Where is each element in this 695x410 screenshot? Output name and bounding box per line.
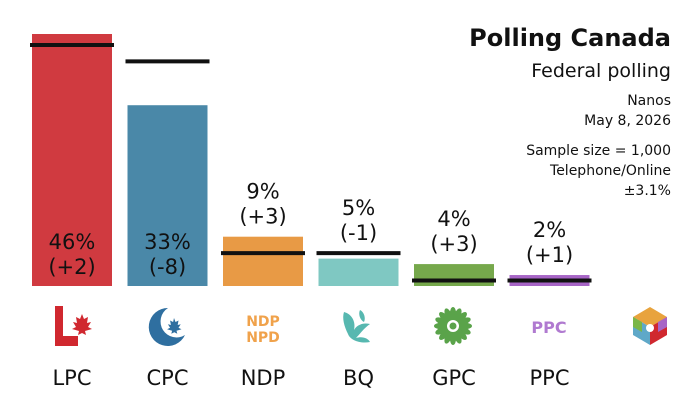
change-label-bq: (-1)	[340, 221, 377, 245]
lpc-logo-icon	[55, 306, 92, 346]
party-label-ndp: NDP	[241, 366, 286, 390]
chart-subtitle: Federal polling	[531, 60, 671, 82]
bar-cpc	[127, 105, 208, 286]
ndp-logo-bottom: NPD	[246, 330, 280, 346]
party-label-lpc: LPC	[52, 366, 91, 390]
party-label-group: LPC CPC NDP BQ GPC PPC	[52, 366, 569, 390]
gpc-logo-icon	[434, 307, 472, 345]
previous-result-lines	[30, 42, 592, 283]
pollster-name: Nanos	[627, 93, 671, 109]
value-label-gpc: 4%	[437, 207, 470, 231]
ppc-logo-text: PPC	[531, 318, 566, 337]
party-label-bq: BQ	[343, 366, 374, 390]
chart-title: Polling Canada	[469, 24, 671, 52]
change-label-ppc: (+1)	[526, 243, 573, 267]
sample-size: Sample size = 1,000	[526, 143, 671, 159]
cpc-logo-icon	[148, 307, 185, 346]
ndp-logo-top: NDP	[246, 314, 280, 330]
change-label-cpc: (-8)	[149, 255, 186, 279]
value-label-ndp: 9%	[246, 180, 279, 204]
change-label-gpc: (+3)	[430, 232, 477, 256]
bar-group	[32, 34, 590, 286]
party-label-ppc: PPC	[530, 366, 570, 390]
margin-of-error: ±3.1%	[623, 183, 671, 199]
value-label-lpc: 46%	[49, 230, 96, 254]
bar-bq	[318, 258, 399, 286]
bar-gpc	[414, 264, 494, 286]
value-label-ppc: 2%	[533, 218, 566, 242]
value-label-bq: 5%	[342, 196, 375, 220]
party-logo-group: NDP NPD PPC	[55, 306, 667, 346]
party-label-gpc: GPC	[432, 366, 476, 390]
party-label-cpc: CPC	[147, 366, 189, 390]
bq-logo-icon	[343, 310, 370, 343]
poll-method: Telephone/Online	[550, 163, 671, 179]
value-label-cpc: 33%	[144, 230, 191, 254]
bar-ndp	[223, 236, 303, 286]
change-label-lpc: (+2)	[48, 255, 95, 279]
poll-date: May 8, 2026	[584, 113, 671, 129]
multicolor-maple-icon	[633, 307, 667, 345]
change-label-ndp: (+3)	[239, 205, 286, 229]
bar-lpc	[32, 34, 112, 286]
value-label-group: 46%(+2)33%(-8)9%(+3) 5%(-1)4%(+3)2%(+1)	[48, 180, 573, 279]
